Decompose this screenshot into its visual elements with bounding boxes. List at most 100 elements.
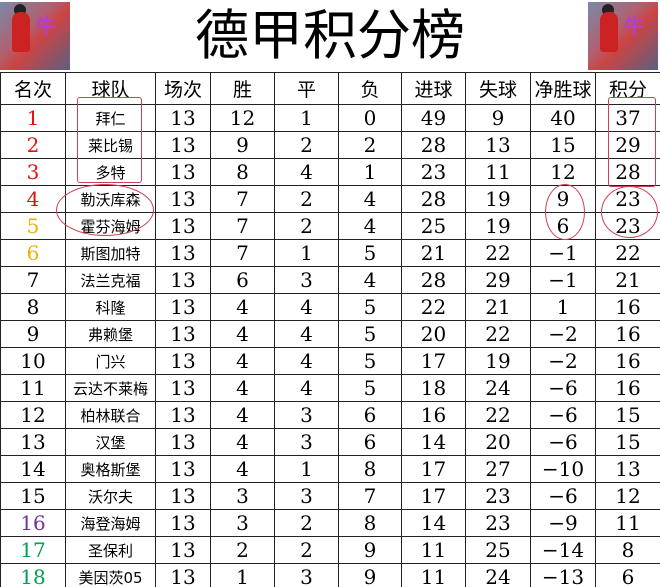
- cell-goals-against: 24: [465, 374, 531, 402]
- header-goals-for: 进球: [401, 72, 466, 105]
- cell-rank: 14: [0, 455, 66, 483]
- table-row: 16 海登海姆 13 3 2 8 14 23 −9 11: [0, 509, 660, 537]
- cell-draws: 1: [274, 104, 339, 132]
- cell-goals-against: 13: [465, 131, 531, 159]
- cell-losses: 0: [338, 104, 402, 132]
- cell-losses: 4: [338, 185, 402, 213]
- cell-goal-diff: −1: [530, 266, 596, 294]
- cell-played: 13: [155, 401, 211, 429]
- cell-goal-diff: −6: [530, 374, 596, 402]
- table-row: 14 奥格斯堡 13 4 1 8 17 27 −10 13: [0, 455, 660, 483]
- avatar-left: 牛: [0, 2, 70, 70]
- cell-goals-for: 11: [401, 536, 466, 564]
- cell-rank: 3: [0, 158, 66, 186]
- cell-goal-diff: −2: [530, 320, 596, 348]
- cell-wins: 6: [210, 266, 275, 294]
- cell-team: 门兴: [65, 347, 156, 375]
- cell-draws: 3: [274, 428, 339, 456]
- cell-losses: 5: [338, 320, 402, 348]
- cell-losses: 8: [338, 509, 402, 537]
- cell-losses: 4: [338, 266, 402, 294]
- cell-wins: 2: [210, 536, 275, 564]
- cell-goals-for: 21: [401, 239, 466, 267]
- cell-played: 13: [155, 131, 211, 159]
- cell-losses: 2: [338, 131, 402, 159]
- cell-goals-for: 16: [401, 401, 466, 429]
- cell-played: 13: [155, 104, 211, 132]
- cell-rank: 11: [0, 374, 66, 402]
- table-row: 13 汉堡 13 4 3 6 14 20 −6 15: [0, 428, 660, 456]
- cell-goals-for: 20: [401, 320, 466, 348]
- table-row: 17 圣保利 13 2 2 9 11 25 −14 8: [0, 536, 660, 564]
- header-wins: 胜: [210, 72, 275, 105]
- cell-played: 13: [155, 320, 211, 348]
- cell-goal-diff: 9: [530, 185, 596, 213]
- cell-draws: 3: [274, 482, 339, 510]
- header-row: 名次 球队 场次胜平负进球 失球 净胜球 积分: [0, 72, 660, 105]
- cell-goals-for: 17: [401, 455, 466, 483]
- header-goal-diff: 净胜球: [530, 72, 596, 105]
- cell-goals-against: 25: [465, 536, 531, 564]
- title-row: 牛 德甲积分榜 牛: [0, 0, 660, 72]
- page-title: 德甲积分榜: [195, 4, 465, 67]
- cell-losses: 8: [338, 455, 402, 483]
- table-row: 1 拜仁 13 12 1 0 49 9 40 37: [0, 104, 660, 132]
- table-row: 4 勒沃库森 13 7 2 4 28 19 9 23: [0, 185, 660, 213]
- cell-played: 13: [155, 374, 211, 402]
- cell-draws: 4: [274, 320, 339, 348]
- table-row: 15 沃尔夫 13 3 3 7 17 23 −6 12: [0, 482, 660, 510]
- cell-goal-diff: 1: [530, 293, 596, 321]
- cell-goals-against: 19: [465, 185, 531, 213]
- cell-points: 16: [595, 374, 660, 402]
- cell-goal-diff: −13: [530, 563, 596, 587]
- cell-draws: 4: [274, 293, 339, 321]
- cell-played: 13: [155, 536, 211, 564]
- cell-team: 多特: [65, 158, 156, 186]
- cell-wins: 4: [210, 293, 275, 321]
- cell-wins: 4: [210, 455, 275, 483]
- cell-team: 圣保利: [65, 536, 156, 564]
- standings-table: 名次 球队 场次胜平负进球 失球 净胜球 积分 1 拜仁 13 12 1 0 49 9 40 37 2 莱比锡 1…: [0, 72, 660, 587]
- cell-played: 13: [155, 185, 211, 213]
- cell-wins: 4: [210, 347, 275, 375]
- cell-team: 勒沃库森: [65, 185, 156, 213]
- cell-team: 奥格斯堡: [65, 455, 156, 483]
- cell-team: 拜仁: [65, 104, 156, 132]
- cell-played: 13: [155, 428, 211, 456]
- cell-points: 29: [595, 131, 660, 159]
- cell-goal-diff: 12: [530, 158, 596, 186]
- cell-played: 13: [155, 509, 211, 537]
- cell-goals-against: 9: [465, 104, 531, 132]
- cell-rank: 2: [0, 131, 66, 159]
- cell-draws: 3: [274, 401, 339, 429]
- cell-played: 13: [155, 455, 211, 483]
- cell-goals-against: 27: [465, 455, 531, 483]
- cell-rank: 4: [0, 185, 66, 213]
- cell-rank: 12: [0, 401, 66, 429]
- cell-team: 柏林联合: [65, 401, 156, 429]
- cell-goal-diff: −1: [530, 239, 596, 267]
- cell-wins: 7: [210, 185, 275, 213]
- cell-goal-diff: −14: [530, 536, 596, 564]
- cell-points: 15: [595, 401, 660, 429]
- cell-goals-for: 17: [401, 347, 466, 375]
- cell-goals-against: 22: [465, 401, 531, 429]
- cell-points: 23: [595, 185, 660, 213]
- cell-goal-diff: −9: [530, 509, 596, 537]
- cell-draws: 3: [274, 266, 339, 294]
- cell-points: 21: [595, 266, 660, 294]
- table-row: 5 霍芬海姆 13 7 2 4 25 19 6 23: [0, 212, 660, 240]
- table-row: 12 柏林联合 13 4 3 6 16 22 −6 15: [0, 401, 660, 429]
- cell-team: 弗赖堡: [65, 320, 156, 348]
- cell-wins: 9: [210, 131, 275, 159]
- cell-goals-against: 23: [465, 509, 531, 537]
- cell-played: 13: [155, 158, 211, 186]
- cell-draws: 3: [274, 563, 339, 587]
- header-losses: 负: [338, 72, 402, 105]
- cell-team: 霍芬海姆: [65, 212, 156, 240]
- cell-goal-diff: −6: [530, 401, 596, 429]
- cell-rank: 10: [0, 347, 66, 375]
- cell-played: 13: [155, 239, 211, 267]
- table-row: 3 多特 13 8 4 1 23 11 12 28: [0, 158, 660, 186]
- cell-points: 23: [595, 212, 660, 240]
